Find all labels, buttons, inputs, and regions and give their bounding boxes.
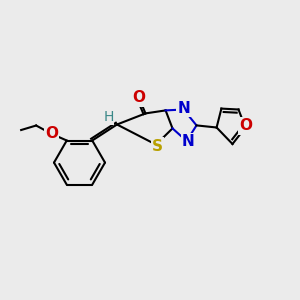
Text: H: H	[103, 110, 114, 124]
Text: O: O	[45, 126, 58, 141]
Text: S: S	[152, 139, 163, 154]
Text: N: N	[177, 100, 190, 116]
Text: N: N	[182, 134, 194, 149]
Text: O: O	[132, 90, 146, 105]
Text: O: O	[239, 118, 252, 134]
